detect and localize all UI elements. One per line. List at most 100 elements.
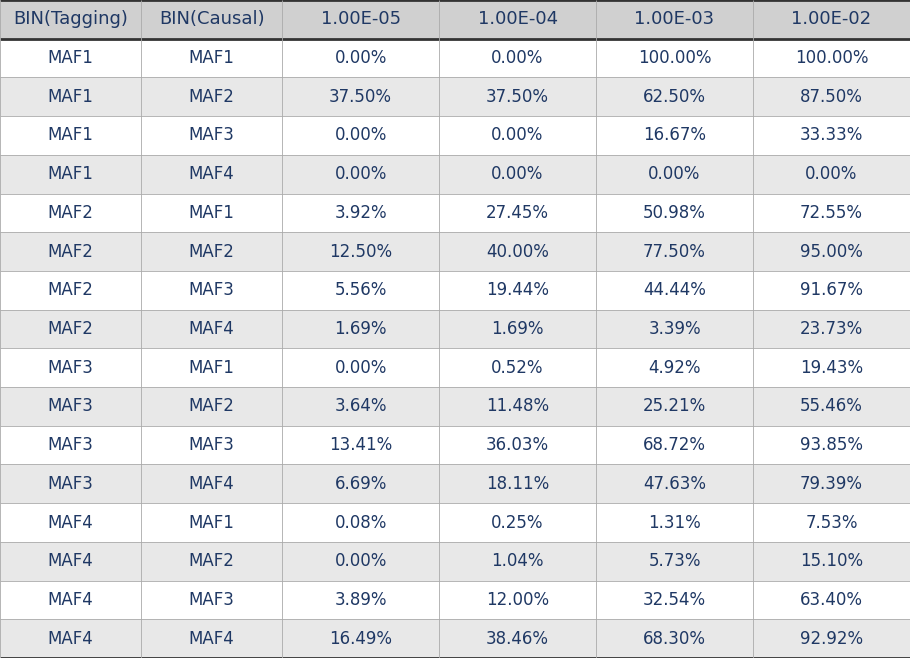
Text: MAF3: MAF3 <box>188 126 235 145</box>
Text: 12.00%: 12.00% <box>486 591 549 609</box>
Bar <box>596 310 753 348</box>
Text: MAF4: MAF4 <box>47 513 94 532</box>
Bar <box>141 193 282 232</box>
Text: 0.00%: 0.00% <box>491 165 544 183</box>
Text: 1.00E-05: 1.00E-05 <box>320 11 400 28</box>
Bar <box>282 193 440 232</box>
Bar <box>596 116 753 155</box>
Bar <box>753 193 910 232</box>
Text: 47.63%: 47.63% <box>643 475 706 493</box>
Bar <box>439 426 596 465</box>
Bar <box>439 465 596 503</box>
Bar <box>141 232 282 271</box>
Text: MAF4: MAF4 <box>188 165 235 183</box>
Bar <box>439 387 596 426</box>
Bar <box>0 232 141 271</box>
Text: MAF2: MAF2 <box>188 88 235 106</box>
Text: 0.00%: 0.00% <box>491 49 544 67</box>
Bar <box>141 426 282 465</box>
Text: 93.85%: 93.85% <box>800 436 863 454</box>
Text: 0.00%: 0.00% <box>334 552 387 570</box>
Text: 44.44%: 44.44% <box>643 281 706 299</box>
Bar <box>753 39 910 78</box>
Text: 16.67%: 16.67% <box>643 126 706 145</box>
Text: MAF2: MAF2 <box>47 243 94 261</box>
Bar <box>753 503 910 542</box>
Bar <box>141 78 282 116</box>
Bar <box>0 39 141 78</box>
Text: 40.00%: 40.00% <box>486 243 549 261</box>
Bar <box>0 348 141 387</box>
Text: MAF3: MAF3 <box>188 436 235 454</box>
Bar <box>282 78 440 116</box>
Bar <box>753 310 910 348</box>
Text: 0.00%: 0.00% <box>648 165 701 183</box>
Bar <box>0 116 141 155</box>
Bar <box>596 0 753 39</box>
Bar <box>141 116 282 155</box>
Bar <box>596 619 753 658</box>
Text: MAF3: MAF3 <box>47 359 94 377</box>
Text: MAF4: MAF4 <box>188 320 235 338</box>
Text: 1.00E-04: 1.00E-04 <box>478 11 558 28</box>
Text: 0.00%: 0.00% <box>334 49 387 67</box>
Bar <box>141 619 282 658</box>
Bar <box>439 116 596 155</box>
Bar <box>0 78 141 116</box>
Text: MAF2: MAF2 <box>188 243 235 261</box>
Text: 91.67%: 91.67% <box>800 281 863 299</box>
Bar <box>282 0 440 39</box>
Text: MAF1: MAF1 <box>47 49 94 67</box>
Bar <box>753 155 910 193</box>
Bar <box>141 542 282 580</box>
Text: 7.53%: 7.53% <box>805 513 858 532</box>
Text: 16.49%: 16.49% <box>329 630 392 647</box>
Bar <box>141 503 282 542</box>
Text: 0.25%: 0.25% <box>491 513 544 532</box>
Bar <box>141 0 282 39</box>
Text: 68.30%: 68.30% <box>643 630 706 647</box>
Text: MAF2: MAF2 <box>188 552 235 570</box>
Bar <box>282 619 440 658</box>
Bar <box>141 387 282 426</box>
Bar <box>596 78 753 116</box>
Text: 3.89%: 3.89% <box>334 591 387 609</box>
Bar <box>0 310 141 348</box>
Text: MAF3: MAF3 <box>47 436 94 454</box>
Bar <box>596 232 753 271</box>
Text: MAF3: MAF3 <box>188 281 235 299</box>
Bar <box>753 580 910 619</box>
Text: MAF4: MAF4 <box>47 630 94 647</box>
Bar <box>439 0 596 39</box>
Text: 38.46%: 38.46% <box>486 630 549 647</box>
Text: 0.08%: 0.08% <box>334 513 387 532</box>
Text: MAF1: MAF1 <box>188 49 235 67</box>
Bar <box>141 155 282 193</box>
Bar <box>753 465 910 503</box>
Bar <box>753 0 910 39</box>
Bar <box>596 426 753 465</box>
Text: 50.98%: 50.98% <box>643 204 706 222</box>
Text: MAF4: MAF4 <box>47 591 94 609</box>
Text: 37.50%: 37.50% <box>486 88 549 106</box>
Text: 27.45%: 27.45% <box>486 204 549 222</box>
Bar <box>282 232 440 271</box>
Text: MAF1: MAF1 <box>188 359 235 377</box>
Bar <box>596 542 753 580</box>
Text: MAF2: MAF2 <box>47 204 94 222</box>
Bar <box>596 387 753 426</box>
Bar <box>0 465 141 503</box>
Text: BIN(Tagging): BIN(Tagging) <box>13 11 128 28</box>
Text: 5.56%: 5.56% <box>334 281 387 299</box>
Text: MAF4: MAF4 <box>47 552 94 570</box>
Text: 18.11%: 18.11% <box>486 475 550 493</box>
Text: 1.00E-03: 1.00E-03 <box>634 11 714 28</box>
Text: 77.50%: 77.50% <box>643 243 706 261</box>
Text: 4.92%: 4.92% <box>648 359 701 377</box>
Text: 87.50%: 87.50% <box>800 88 863 106</box>
Text: 62.50%: 62.50% <box>643 88 706 106</box>
Bar <box>439 310 596 348</box>
Text: 13.41%: 13.41% <box>329 436 392 454</box>
Bar <box>596 465 753 503</box>
Text: MAF3: MAF3 <box>47 475 94 493</box>
